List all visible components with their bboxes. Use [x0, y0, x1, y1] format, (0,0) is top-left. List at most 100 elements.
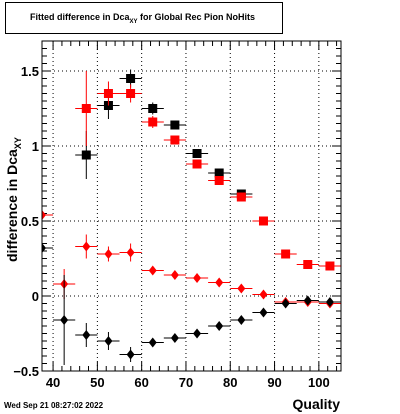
data-point	[252, 289, 275, 300]
data-point	[97, 246, 120, 262]
data-point	[119, 84, 142, 103]
square-marker	[192, 149, 202, 158]
data-point	[163, 270, 186, 280]
data-point	[53, 275, 76, 365]
data-point	[141, 116, 164, 128]
diamond-marker	[215, 321, 224, 331]
data-point	[75, 234, 98, 259]
chart-title-box: Fitted difference in DcaXY for Global Re…	[5, 2, 283, 34]
square-marker	[258, 216, 268, 226]
square-marker	[81, 104, 91, 113]
diamond-marker	[104, 249, 113, 259]
diamond-marker	[303, 295, 312, 306]
data-point	[208, 277, 231, 288]
data-point	[97, 81, 120, 106]
x-axis-label: Quality	[292, 396, 340, 412]
data-point	[163, 333, 186, 343]
diamond-marker	[259, 307, 268, 318]
diamond-marker	[42, 210, 46, 220]
square-marker	[214, 168, 224, 178]
data-point	[208, 168, 231, 178]
square-marker	[103, 89, 113, 98]
data-point	[185, 159, 209, 169]
diamond-marker	[237, 283, 246, 294]
y-tick-label: 1	[32, 139, 39, 154]
data-point	[208, 321, 231, 331]
x-tick-label: 100	[308, 375, 330, 390]
data-point	[318, 297, 341, 307]
data-point	[163, 120, 186, 130]
data-point	[296, 260, 319, 269]
plot-area	[42, 41, 341, 371]
title-subscript: XY	[129, 18, 138, 25]
diamond-marker	[126, 247, 135, 258]
y-tick-label: −0.5	[13, 364, 39, 379]
data-point	[42, 143, 54, 353]
y-axis-label: difference in DcaXY	[4, 137, 23, 262]
title-text: Fitted difference in Dca	[30, 12, 130, 22]
square-marker	[126, 89, 136, 98]
data-point	[119, 243, 142, 262]
square-marker	[281, 249, 291, 259]
data-points	[42, 69, 341, 365]
diamond-marker	[104, 336, 113, 346]
data-point	[274, 249, 297, 259]
x-tick-label: 40	[46, 375, 60, 390]
y-axis-label-subscript: XY	[12, 137, 23, 150]
x-tick-label: 60	[134, 375, 148, 390]
y-axis-label-text: difference in Dca	[4, 149, 20, 262]
data-point	[141, 265, 164, 276]
data-point	[252, 307, 275, 318]
diamond-marker	[60, 315, 69, 325]
diamond-marker	[82, 241, 91, 252]
data-point	[119, 347, 142, 362]
x-tick-label: 90	[267, 375, 281, 390]
data-point	[274, 298, 297, 309]
data-point	[230, 192, 253, 202]
data-point	[208, 176, 231, 185]
diamond-marker	[193, 328, 202, 339]
data-point	[141, 102, 164, 115]
diamond-marker	[126, 349, 135, 360]
data-point	[252, 216, 275, 226]
square-marker	[170, 135, 180, 145]
diamond-marker	[170, 270, 179, 280]
data-point	[230, 315, 253, 325]
data-point	[75, 323, 98, 347]
square-marker	[303, 260, 313, 269]
diamond-marker	[325, 297, 334, 307]
x-tick-label: 80	[223, 375, 237, 390]
square-marker	[325, 261, 335, 271]
data-point	[185, 328, 209, 339]
square-marker	[148, 104, 158, 113]
square-marker	[148, 117, 158, 127]
data-point	[185, 273, 209, 283]
diamond-marker	[259, 289, 268, 300]
data-point	[97, 332, 120, 350]
timestamp: Wed Sep 21 08:27:02 2022	[4, 401, 104, 410]
diamond-marker	[170, 333, 179, 343]
diamond-marker	[148, 265, 157, 276]
data-point	[230, 283, 253, 294]
data-point	[318, 261, 341, 271]
y-tick-label: 0.5	[21, 214, 39, 229]
y-tick-label: 1.5	[21, 64, 39, 79]
diamond-marker	[281, 298, 290, 309]
title-suffix: for Global Rec Pion NoHits	[137, 12, 256, 22]
y-tick-label: 0	[32, 289, 39, 304]
data-point	[75, 71, 98, 146]
square-marker	[236, 192, 246, 202]
diamond-marker	[42, 243, 46, 253]
diamond-marker	[148, 337, 157, 348]
x-tick-label: 50	[90, 375, 104, 390]
chart-title: Fitted difference in DcaXY for Global Re…	[30, 12, 255, 25]
axis-ticks	[42, 40, 341, 372]
square-marker	[214, 176, 224, 185]
plot-frame	[41, 40, 342, 372]
data-point	[141, 337, 164, 348]
data-point	[42, 125, 54, 305]
square-marker	[81, 150, 91, 160]
data-point	[163, 135, 186, 145]
diamond-marker	[215, 277, 224, 288]
